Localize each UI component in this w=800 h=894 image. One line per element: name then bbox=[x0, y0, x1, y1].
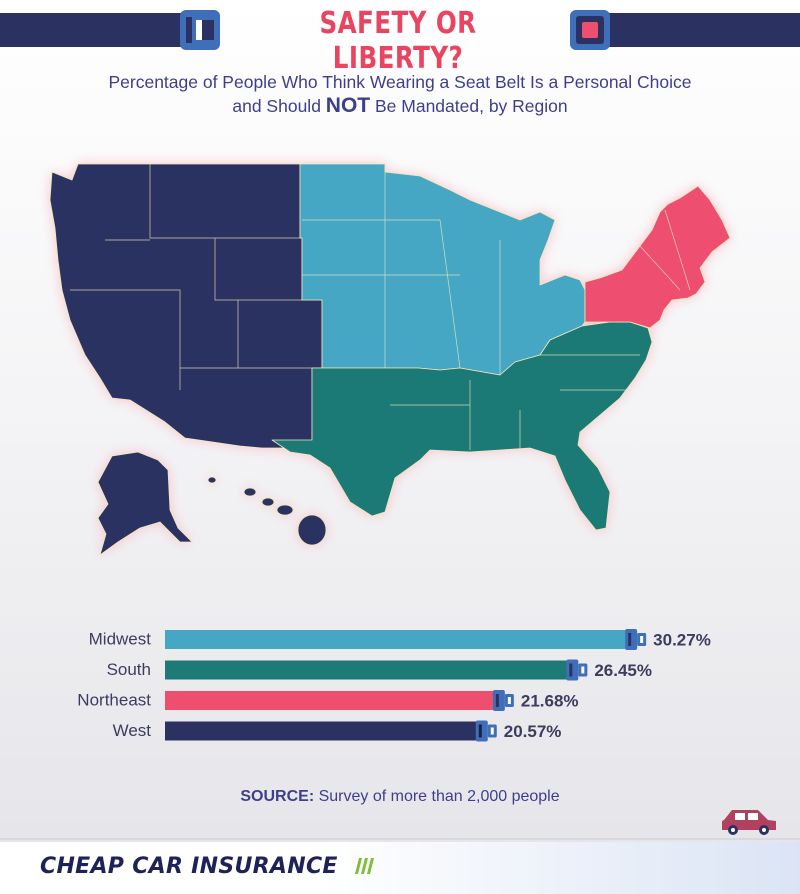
subtitle-line-2: and Should NOT Be Mandated, by Region bbox=[30, 94, 770, 118]
seatbelt-strap-right bbox=[605, 13, 800, 47]
bar-value-label: 30.27% bbox=[653, 631, 711, 650]
bar bbox=[165, 721, 482, 741]
map-region-northeast bbox=[584, 185, 731, 329]
bar-value-label: 20.57% bbox=[504, 722, 562, 741]
bar-label: Midwest bbox=[89, 630, 152, 649]
buckle-icon bbox=[566, 659, 588, 681]
bar-chart: Midwest 30.27% South 26.45% Northeast 21.68% W… bbox=[77, 629, 711, 742]
seatbelt-strap-left bbox=[0, 13, 200, 47]
page-title: SAFETY OR LIBERTY? bbox=[319, 6, 477, 76]
bar bbox=[165, 660, 573, 680]
source-note: SOURCE: Survey of more than 2,000 people bbox=[0, 788, 800, 806]
footer: CHEAP CAR INSURANCE bbox=[0, 842, 800, 894]
map-region-west bbox=[49, 163, 323, 449]
road-line bbox=[0, 838, 800, 840]
subtitle-emphasis: NOT bbox=[325, 94, 371, 117]
subtitle-line-2-end: Be Mandated, by Region bbox=[370, 96, 568, 116]
map-region-south bbox=[271, 321, 653, 531]
map-region-midwest bbox=[299, 163, 586, 376]
map-region-alaska bbox=[97, 451, 193, 556]
source-text: Survey of more than 2,000 people bbox=[314, 788, 560, 805]
buckle-icon bbox=[492, 690, 514, 711]
subtitle: Percentage of People Who Think Wearing a… bbox=[30, 70, 770, 118]
subtitle-line-1: Percentage of People Who Think Wearing a… bbox=[108, 72, 692, 92]
bar-label: West bbox=[113, 721, 152, 740]
buckle-icon bbox=[625, 629, 647, 650]
bar-label: South bbox=[107, 660, 151, 679]
bar-label: Northeast bbox=[77, 691, 151, 710]
brand-logo: CHEAP CAR INSURANCE bbox=[40, 854, 338, 879]
map-region-hawaii bbox=[207, 476, 327, 546]
bar-value-label: 21.68% bbox=[521, 692, 579, 711]
header: SAFETY OR LIBERTY? bbox=[0, 0, 800, 76]
us-region-map bbox=[49, 163, 731, 556]
bar bbox=[165, 691, 499, 710]
seatbelt-buckle-left-icon bbox=[180, 10, 220, 50]
car-icon bbox=[722, 810, 776, 835]
subtitle-line-2-start: and Should bbox=[232, 96, 326, 116]
bar-value-label: 26.45% bbox=[594, 661, 652, 680]
buckle-icon bbox=[475, 720, 497, 742]
source-label: SOURCE: bbox=[240, 788, 315, 805]
seatbelt-buckle-right-icon bbox=[570, 10, 610, 50]
logo-stripes-icon bbox=[355, 858, 374, 874]
bar bbox=[165, 630, 632, 649]
